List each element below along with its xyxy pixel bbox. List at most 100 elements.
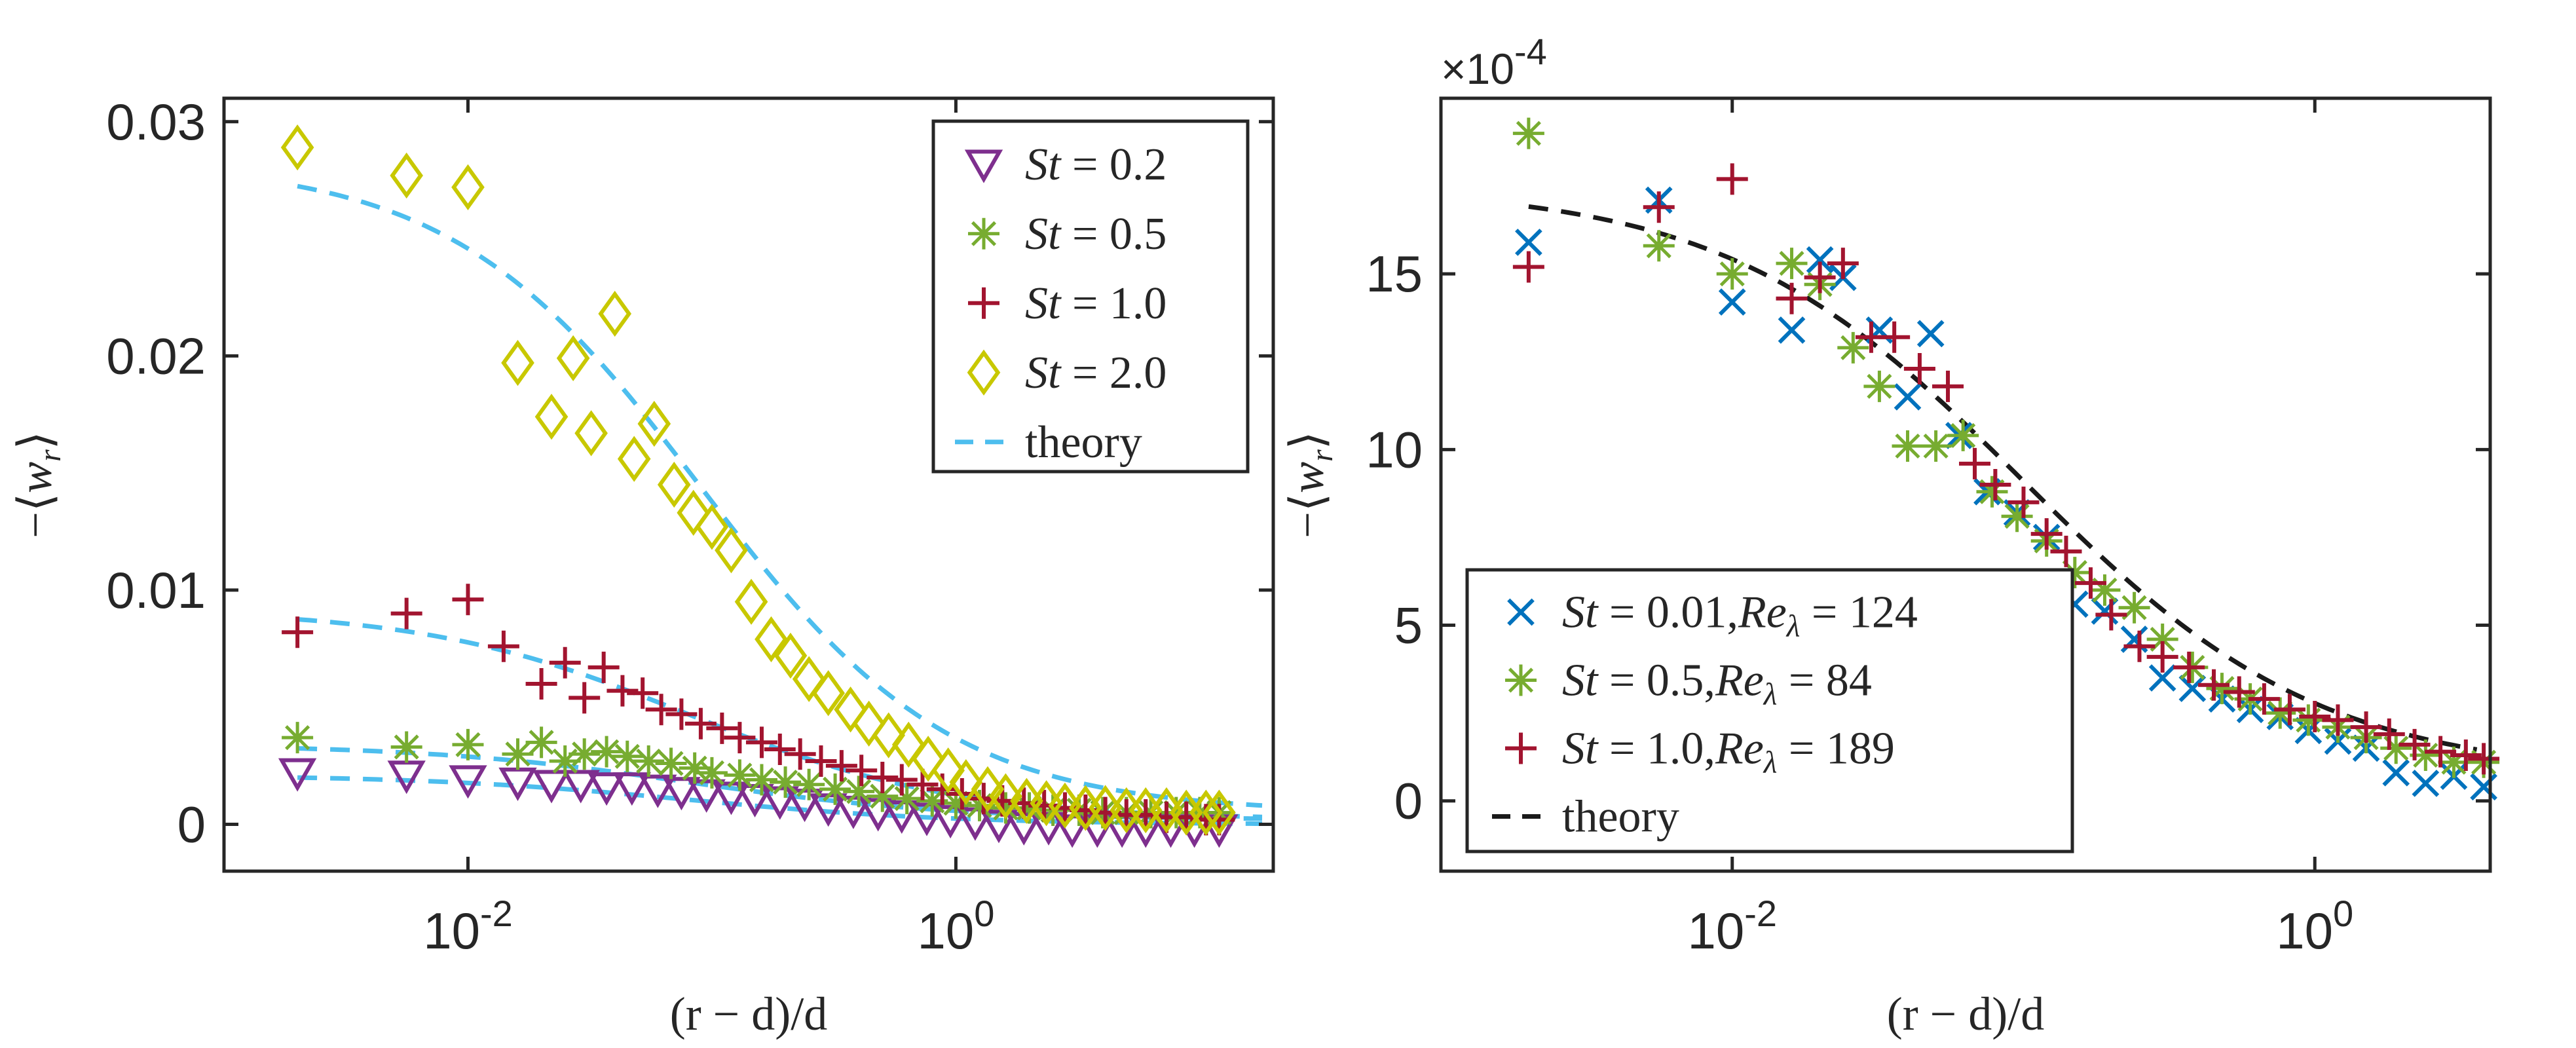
data-point <box>1643 191 1675 223</box>
data-point <box>1947 420 1979 451</box>
data-point <box>391 762 422 790</box>
right-scale-exp: -4 <box>1514 31 1547 72</box>
data-point <box>591 736 622 768</box>
data-point <box>1513 251 1544 282</box>
data-point <box>569 682 600 713</box>
right-legend-entry: St = 0.01,Reλ = 124 <box>1508 588 1918 644</box>
data-point <box>891 783 923 814</box>
data-point <box>1920 430 1952 462</box>
y-tick-label: 0.03 <box>106 93 206 151</box>
legend-label: St = 0.2 <box>1025 140 1167 190</box>
x-tick-exp: -2 <box>1744 893 1777 934</box>
data-point <box>679 493 707 533</box>
data-point <box>612 741 643 772</box>
data-point <box>737 582 765 622</box>
data-point <box>627 677 658 709</box>
y-tick-label: 5 <box>1394 597 1423 654</box>
legend-label: theory <box>1025 417 1142 468</box>
data-point <box>1513 118 1544 149</box>
legend-label: St = 1.0,Reλ = 189 <box>1562 724 1895 780</box>
legend-label: St = 1.0 <box>1025 278 1167 329</box>
data-point <box>1776 248 1808 279</box>
data-point <box>764 734 796 765</box>
data-point <box>1977 476 2008 508</box>
data-point <box>757 620 785 659</box>
data-point <box>843 776 874 807</box>
y-tick-label: 0 <box>1394 772 1423 830</box>
data-point <box>914 739 943 778</box>
data-point <box>1918 322 1943 346</box>
data-point <box>656 748 687 779</box>
data-point <box>550 647 581 679</box>
data-point <box>1717 163 1748 195</box>
x-tick-label: 10-2 <box>423 893 513 960</box>
data-point <box>452 729 483 760</box>
data-point <box>454 168 482 207</box>
data-point <box>488 631 519 662</box>
data-point <box>724 759 755 791</box>
right-y-scale-label: ×10-4 <box>1441 31 1547 93</box>
data-point <box>392 156 420 195</box>
x-tick-base: 10 <box>1687 902 1744 960</box>
data-point <box>1863 371 1895 402</box>
legend-marker <box>1505 664 1537 696</box>
data-point <box>569 738 600 770</box>
data-point <box>1780 318 1804 342</box>
data-point <box>696 757 728 789</box>
x-tick-base: 10 <box>2276 902 2333 960</box>
x-tick-exp: -2 <box>480 893 513 934</box>
right-y-label-sub: r <box>1305 449 1339 462</box>
right-y-label-var: w <box>1281 462 1334 493</box>
right-scale-base: 10 <box>1466 45 1514 93</box>
data-point <box>282 760 313 788</box>
data-point <box>746 726 777 758</box>
right-legend-entry: St = 1.0,Reλ = 189 <box>1505 724 1895 780</box>
data-point <box>391 731 422 762</box>
data-point <box>2383 760 2408 785</box>
data-point <box>1643 230 1675 261</box>
data-point <box>284 128 312 167</box>
data-point <box>1959 448 1990 479</box>
data-point <box>785 738 816 770</box>
data-point <box>2206 673 2237 704</box>
left-y-label-var: w <box>9 462 62 493</box>
data-point <box>855 704 883 743</box>
data-point <box>1895 384 1920 409</box>
x-tick-base: 10 <box>917 902 974 960</box>
x-tick-label: 100 <box>2276 893 2353 960</box>
data-point <box>577 413 605 453</box>
right-y-label-suffix: ⟩ <box>1281 431 1334 449</box>
data-point <box>2119 592 2150 624</box>
data-point <box>746 764 777 796</box>
data-point <box>867 762 898 793</box>
data-point <box>526 726 557 758</box>
data-point <box>1717 258 1748 290</box>
left-y-label-suffix: ⟩ <box>9 431 62 449</box>
data-point <box>1720 290 1744 314</box>
legend-label: St = 0.01,Reλ = 124 <box>1562 588 1918 644</box>
left-x-axis-label: (r − d)/d <box>670 988 828 1040</box>
data-point <box>819 774 851 805</box>
y-tick-label: 0.01 <box>106 561 206 619</box>
data-point <box>1892 430 1924 462</box>
data-point <box>537 397 565 436</box>
data-point <box>2468 743 2499 774</box>
data-point <box>282 722 313 753</box>
x-tick-exp: 0 <box>2333 893 2353 934</box>
data-point <box>601 294 629 333</box>
y-tick-label: 10 <box>1366 421 1423 478</box>
legend-label: St = 0.5 <box>1025 209 1167 259</box>
left-y-label-prefix: −⟨ <box>9 493 62 538</box>
data-point <box>633 745 664 777</box>
data-point <box>452 584 483 615</box>
legend-marker <box>968 218 999 250</box>
data-point <box>1516 230 1540 254</box>
right-x-axis-label: (r − d)/d <box>1887 988 2045 1040</box>
x-tick-exp: 0 <box>974 893 994 934</box>
data-point <box>2471 775 2495 799</box>
legend-label: St = 0.5,Reλ = 84 <box>1562 656 1872 712</box>
figure: 10-2 10000.010.020.03 (r − d)/d −⟨wr⟩ St … <box>0 0 2576 1048</box>
left-y-axis-label: −⟨wr⟩ <box>9 431 67 538</box>
